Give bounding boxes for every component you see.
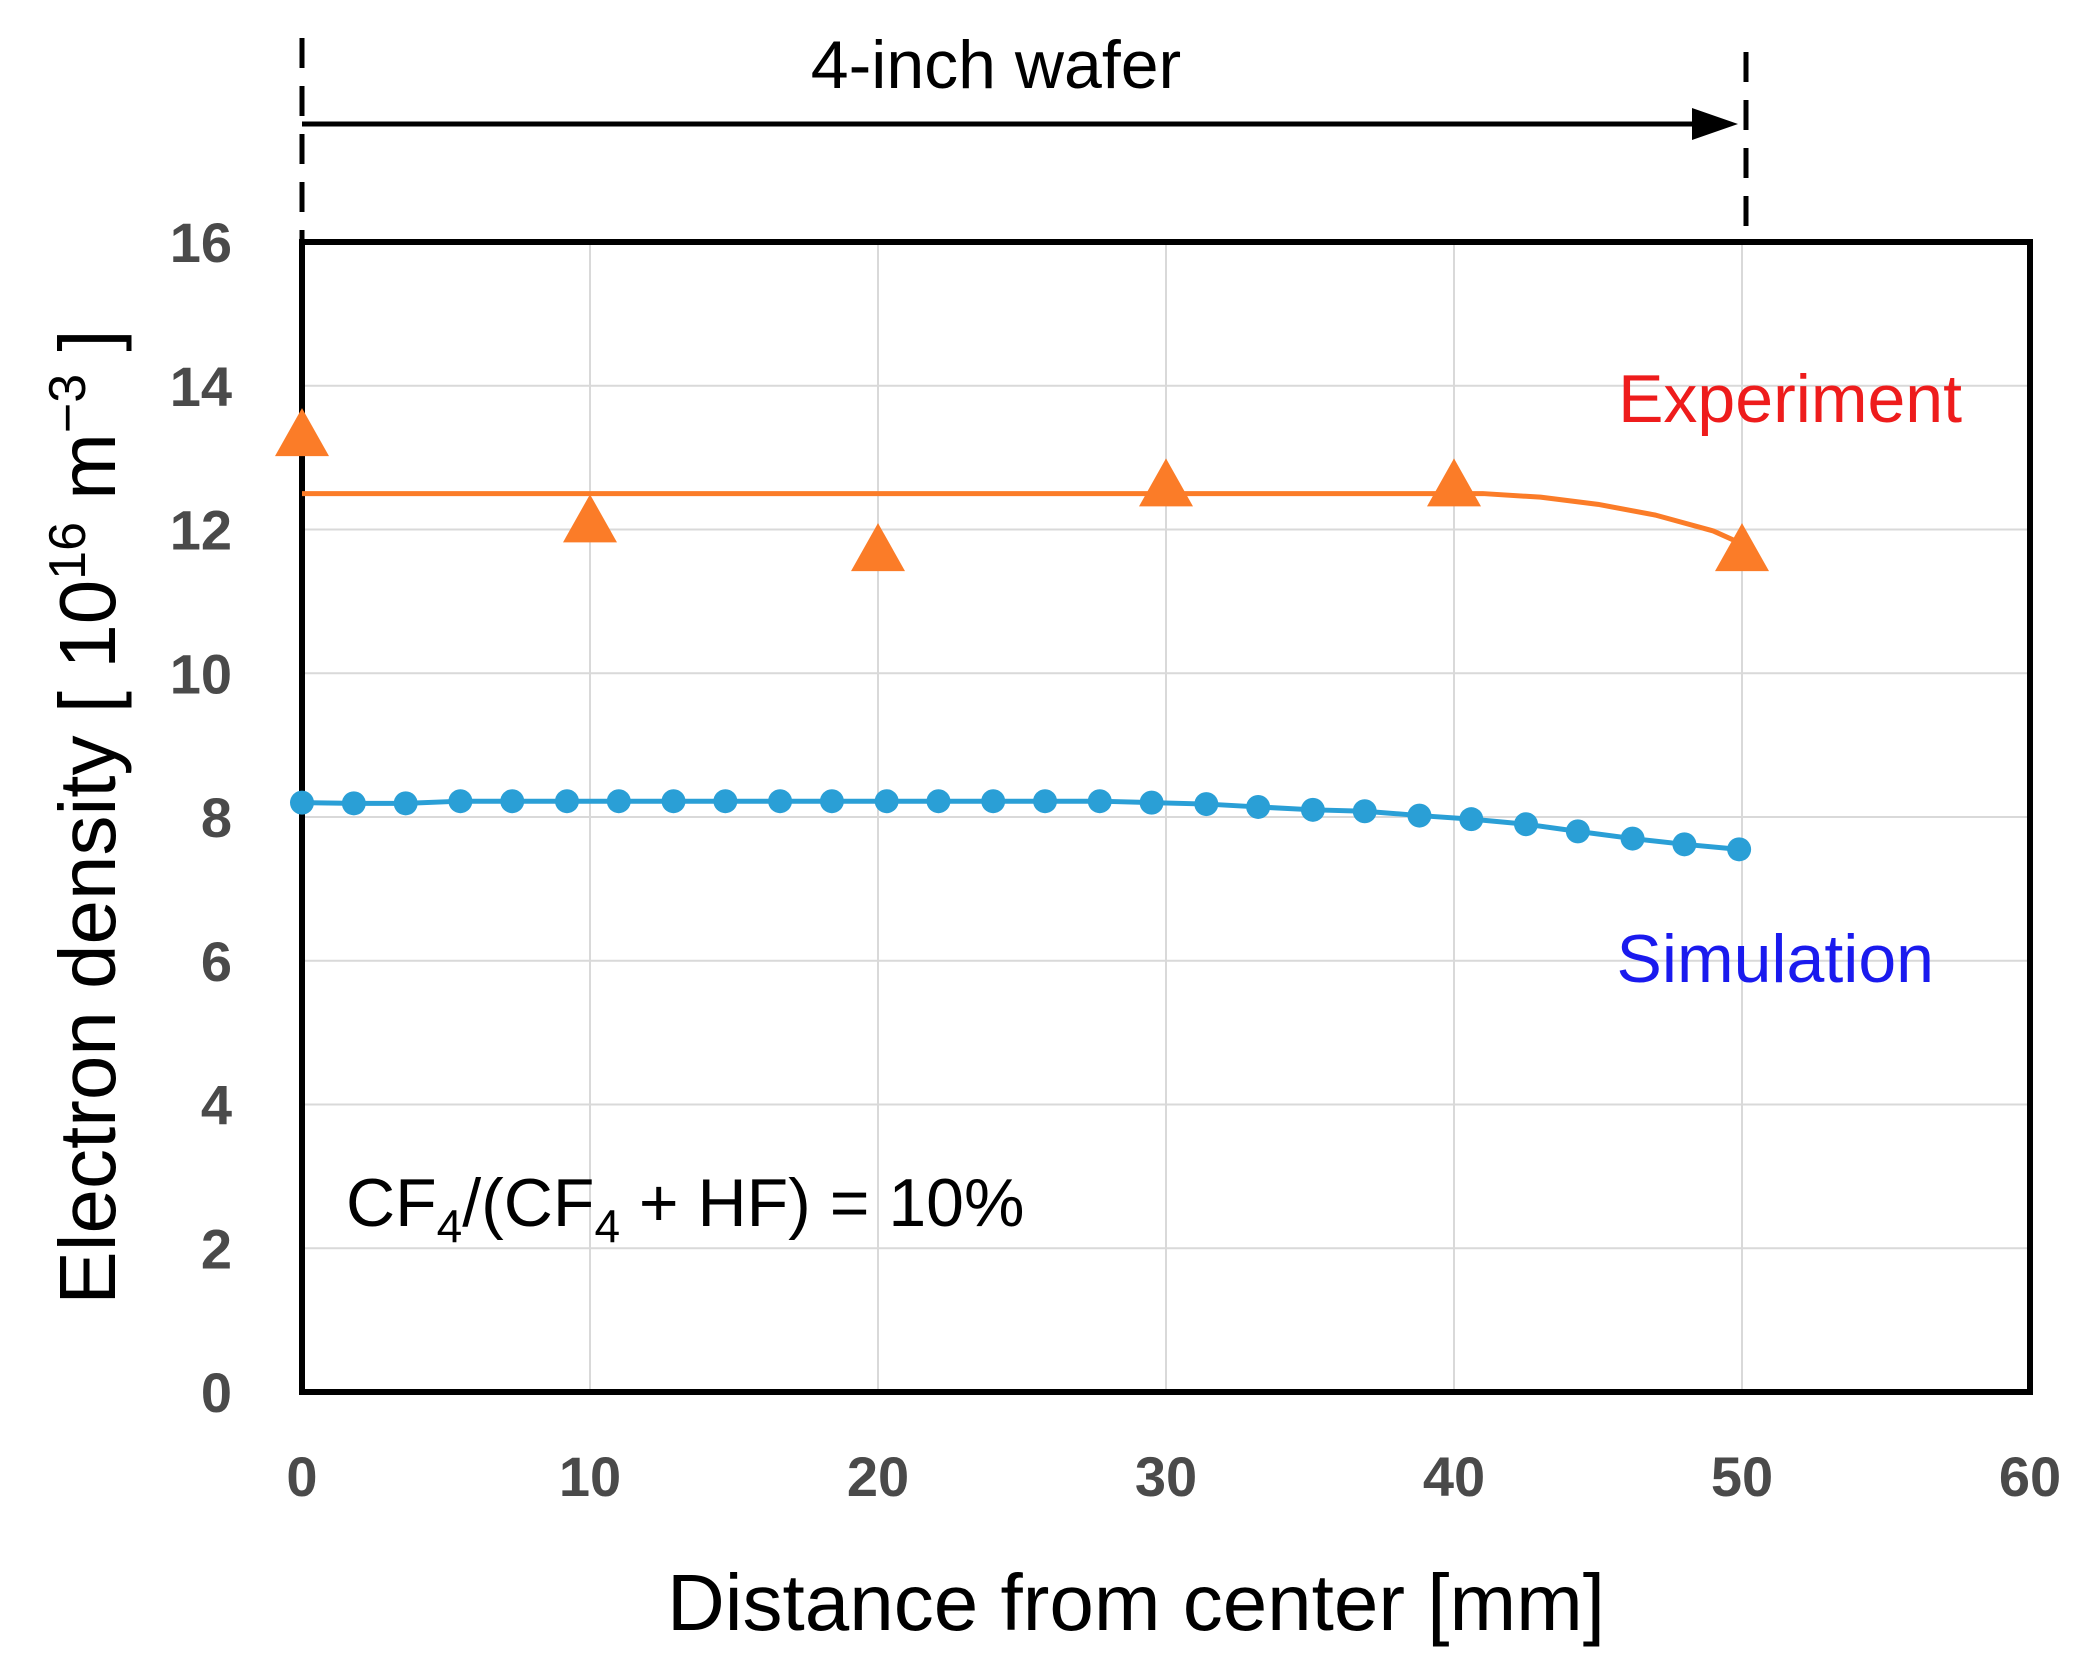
x-axis-title: Distance from center [mm] [667,1558,1605,1647]
simulation-series [290,789,1752,862]
condition-subscript2: 4 [594,1200,620,1252]
y-tick-label: 10 [170,642,232,705]
simulation-point [554,789,579,814]
y-tick-label: 2 [201,1217,232,1280]
x-tick-label: 60 [1999,1445,2061,1508]
y-tick-label: 0 [201,1361,232,1424]
y-axis-title-group: Electron density [ 1016 m−3 ] [39,329,132,1304]
simulation-point [1033,789,1058,814]
y-tick-label: 14 [170,355,232,418]
simulation-point [874,789,899,814]
experiment-series [275,408,1769,572]
condition-part1: CF [346,1165,437,1241]
simulation-point [341,791,366,816]
experiment-label: Experiment [1618,361,1962,437]
y-tick-label: 6 [201,930,232,993]
simulation-point [1194,792,1219,817]
simulation-point [1407,803,1432,828]
y-tick-label: 12 [170,499,232,562]
condition-part3: + HF) = 10% [620,1165,1024,1241]
y-tick-label: 4 [201,1074,232,1137]
simulation-point [606,789,631,814]
x-tick-label: 30 [1135,1445,1197,1508]
y-tick-label: 16 [170,211,232,274]
x-tick-labels: 0 10 20 30 40 50 60 [286,1445,2061,1508]
y-tick-labels: 0 2 4 6 8 10 12 14 16 [170,211,232,1424]
experiment-point [1715,523,1769,572]
simulation-point [981,789,1006,814]
simulation-point [661,789,686,814]
simulation-line [301,798,1740,852]
simulation-point [1514,812,1538,837]
simulation-point [1087,789,1112,814]
y-tick-label: 8 [201,786,232,849]
y-axis-title-exp2: −3 [39,374,97,433]
simulation-point [1727,837,1752,862]
experiment-point [275,408,329,457]
x-tick-label: 0 [286,1445,317,1508]
simulation-point [1139,790,1164,815]
simulation-point [768,789,793,814]
y-axis-title-mid: m [43,433,132,522]
simulation-point [1459,807,1484,832]
wafer-span-indicator: 4-inch wafer [299,27,1749,242]
condition-annotation: CF4/(CF4 + HF) = 10% [346,1165,1024,1252]
y-axis-title: Electron density [ 1016 m−3 ] [39,329,132,1304]
experiment-point [1139,458,1193,507]
simulation-point [713,789,738,814]
wafer-arrow-head [1692,108,1738,140]
x-tick-label: 50 [1711,1445,1773,1508]
simulation-point [926,789,951,814]
simulation-point [819,789,844,814]
simulation-point [290,790,314,815]
experiment-point [1427,458,1481,507]
y-axis-title-prefix: Electron density [ 10 [43,580,132,1305]
simulation-point [1620,826,1645,851]
simulation-point [1672,832,1697,857]
experiment-point [851,523,905,572]
simulation-point [393,791,418,816]
simulation-point [1246,794,1271,819]
condition-subscript1: 4 [437,1200,463,1252]
simulation-point [1352,799,1377,824]
condition-part2: /(CF [462,1165,594,1241]
simulation-label: Simulation [1617,921,1935,997]
x-tick-label: 40 [1423,1445,1485,1508]
simulation-point [448,789,473,814]
plot-frame [299,239,2033,1395]
experiment-point [563,494,617,543]
x-tick-label: 20 [847,1445,909,1508]
y-axis-title-suffix: ] [43,329,132,373]
simulation-point [500,789,525,814]
y-axis-title-exp1: 16 [39,522,97,580]
x-tick-label: 10 [559,1445,621,1508]
simulation-point [1565,819,1590,844]
simulation-point [1300,797,1325,822]
experiment-fit-line [302,491,1744,547]
wafer-label: 4-inch wafer [811,27,1181,103]
